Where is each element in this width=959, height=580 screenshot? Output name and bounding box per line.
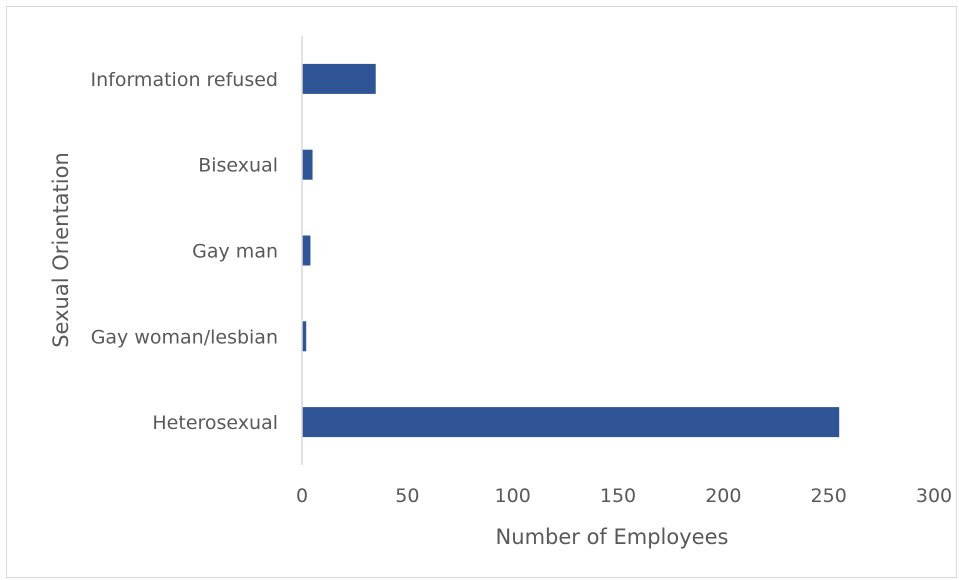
- bar-gay-woman-lesbian: [302, 321, 307, 352]
- bar-information-refused: [302, 63, 376, 94]
- category-label: Gay man: [192, 241, 278, 263]
- bar-bisexual: [302, 149, 313, 180]
- category-label: Bisexual: [198, 155, 278, 177]
- x-tick-label: 200: [705, 485, 741, 507]
- x-tick-label: 150: [600, 485, 636, 507]
- bars-group: [302, 63, 840, 438]
- x-tick-label: 0: [296, 485, 308, 507]
- y-axis-title: Sexual Orientation: [49, 152, 73, 348]
- x-axis-title: Number of Employees: [496, 525, 729, 549]
- bar-gay-man: [302, 235, 311, 266]
- x-tick-label: 250: [811, 485, 847, 507]
- category-labels-group: Information refused Bisexual Gay man Gay wo…: [91, 69, 279, 434]
- x-tick-label: 50: [395, 485, 419, 507]
- category-label: Heterosexual: [152, 412, 278, 434]
- x-tick-labels-group: 0 50 100 150 200 250 300: [296, 485, 952, 507]
- x-tick-label: 300: [916, 485, 952, 507]
- x-tick-label: 100: [495, 485, 531, 507]
- category-label: Information refused: [91, 69, 279, 91]
- chart-frame: [6, 6, 957, 578]
- category-label: Gay woman/lesbian: [91, 326, 278, 348]
- bar-heterosexual: [302, 407, 840, 438]
